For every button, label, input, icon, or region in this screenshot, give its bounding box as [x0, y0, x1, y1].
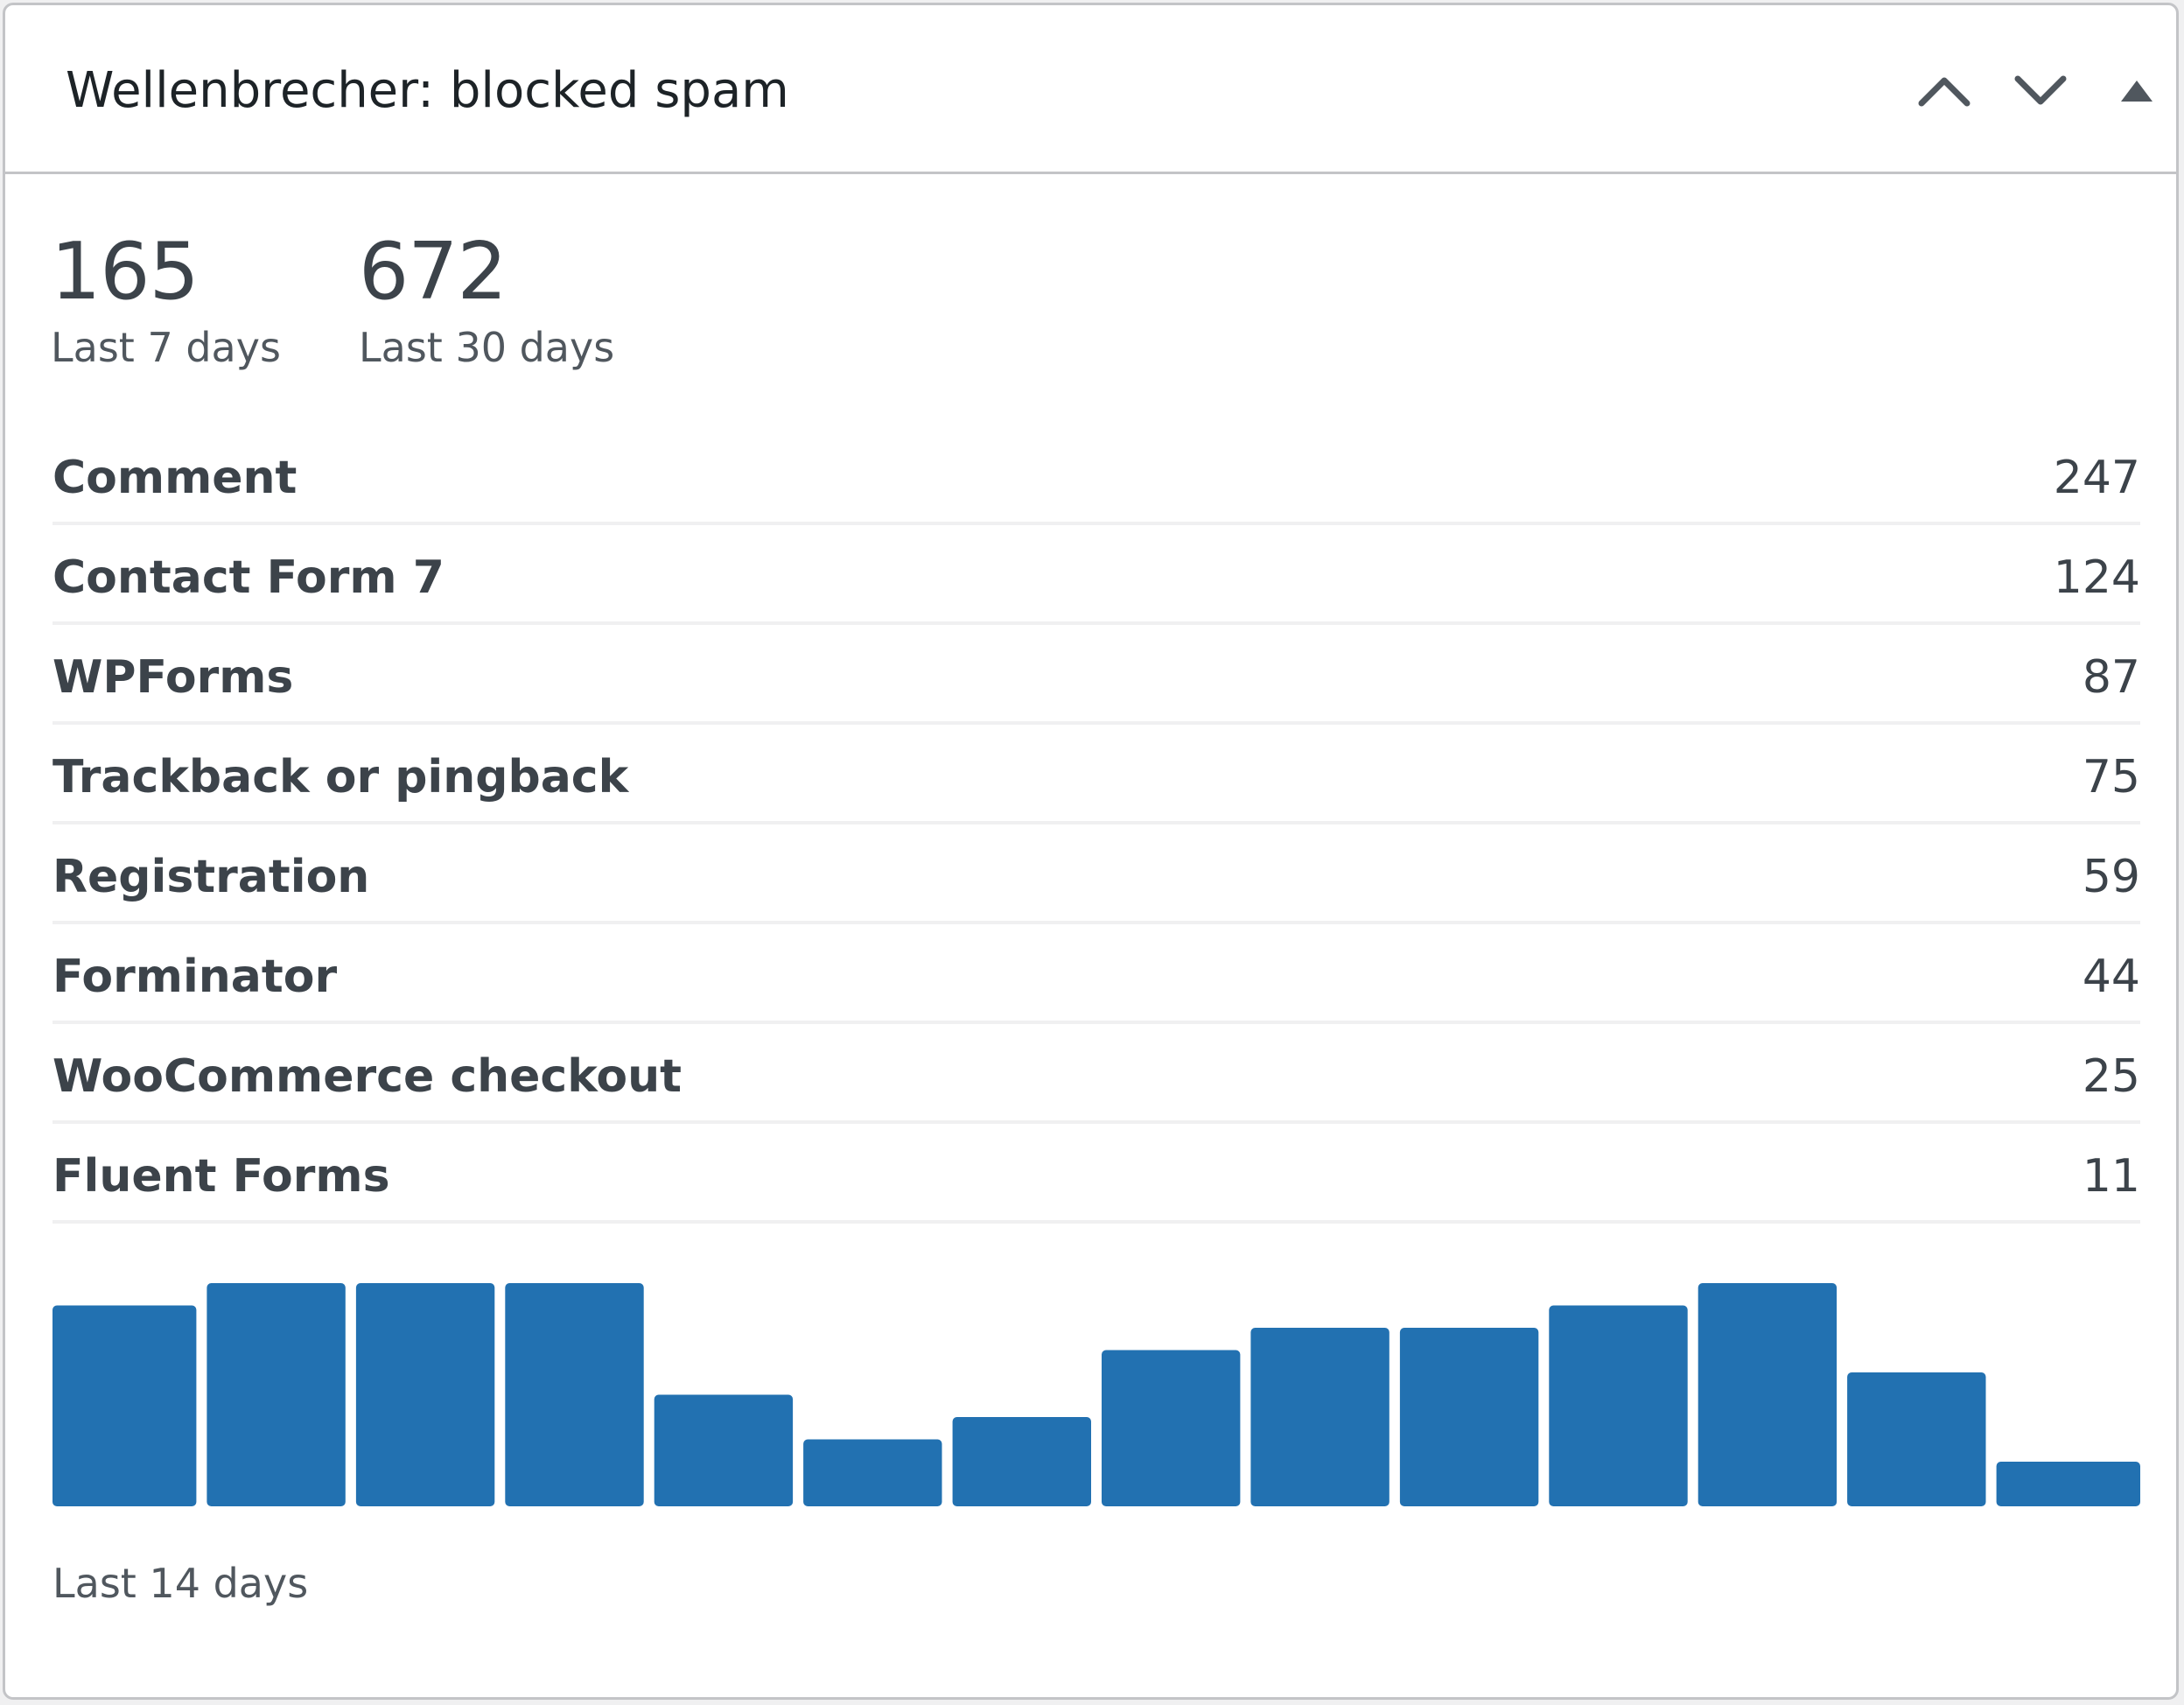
widget-header: Wellenbrecher: blocked spam — [5, 5, 2176, 174]
chart-bar — [1847, 1372, 1986, 1506]
chart-bar — [355, 1283, 495, 1506]
stat-last-30-days: 672 Last 30 days — [359, 228, 614, 372]
source-name: Contact Form 7 — [52, 551, 444, 604]
chevron-down-icon — [2014, 75, 2067, 105]
chart-bar — [1399, 1328, 1539, 1506]
source-count: 59 — [2082, 851, 2140, 903]
source-count: 11 — [2082, 1150, 2140, 1203]
source-name: WPForms — [52, 651, 294, 704]
list-item: Trackback or pingback 75 — [52, 725, 2140, 824]
stat-last-7-days: 165 Last 7 days — [51, 228, 281, 372]
chart-bar — [52, 1305, 197, 1506]
source-count: 25 — [2082, 1050, 2140, 1103]
source-count: 247 — [2053, 452, 2140, 504]
stat-label: Last 30 days — [359, 324, 615, 371]
chart-bar — [1996, 1462, 2140, 1506]
chart-bar — [206, 1283, 346, 1506]
list-item: Forminator 44 — [52, 924, 2140, 1024]
chart-bar — [952, 1417, 1091, 1506]
chart-caption: Last 14 days — [52, 1560, 309, 1607]
stat-value: 672 — [359, 226, 508, 318]
source-count: 44 — [2082, 951, 2140, 1003]
source-count: 124 — [2053, 551, 2140, 604]
chart-bar — [654, 1394, 794, 1506]
source-name: Trackback or pingback — [52, 751, 629, 803]
list-item: Contact Form 7 124 — [52, 525, 2140, 625]
source-name: Forminator — [52, 951, 338, 1003]
source-name: Registration — [52, 851, 370, 903]
list-item: WPForms 87 — [52, 625, 2140, 725]
chart-bar — [1549, 1305, 1688, 1506]
list-item: WooCommerce checkout 25 — [52, 1024, 2140, 1124]
bar-chart-svg — [52, 1283, 2140, 1506]
source-count: 87 — [2082, 651, 2140, 704]
chevron-up-icon — [1918, 77, 1970, 107]
move-down-button[interactable] — [2009, 60, 2072, 123]
source-name: Fluent Forms — [52, 1150, 390, 1203]
chart-bar — [1102, 1350, 1241, 1506]
list-item: Fluent Forms 11 — [52, 1124, 2140, 1224]
source-name: WooCommerce checkout — [52, 1050, 682, 1103]
chart-bar — [1250, 1328, 1390, 1506]
spam-bar-chart — [52, 1266, 2140, 1506]
list-item: Comment 247 — [52, 425, 2140, 525]
list-item: Registration 59 — [52, 824, 2140, 924]
move-up-button[interactable] — [1913, 60, 1976, 123]
stat-value: 165 — [51, 226, 200, 318]
chart-bar — [1698, 1283, 1838, 1506]
widget-title: Wellenbrecher: blocked spam — [66, 62, 789, 119]
source-count: 75 — [2082, 751, 2140, 803]
spam-source-list: Comment 247 Contact Form 7 124 WPForms 8… — [52, 425, 2140, 1224]
chart-bar — [803, 1439, 942, 1506]
chart-bar — [505, 1283, 644, 1506]
toggle-panel-button[interactable] — [2105, 60, 2168, 123]
stat-label: Last 7 days — [51, 324, 281, 371]
triangle-up-icon — [2121, 81, 2152, 102]
source-name: Comment — [52, 452, 298, 504]
dashboard-widget: Wellenbrecher: blocked spam 165 Last 7 d… — [3, 3, 2179, 1700]
